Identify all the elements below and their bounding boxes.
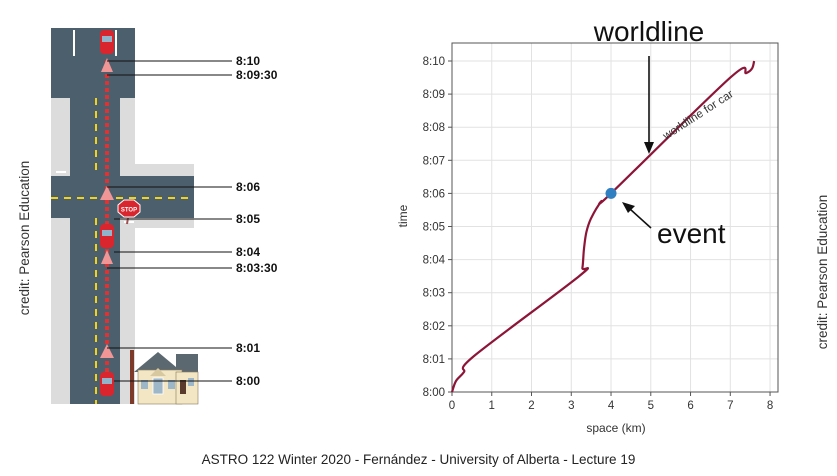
street-time-label: 8:00 (236, 374, 260, 388)
credit-left: credit: Pearson Education (17, 161, 32, 316)
worldline-curve (450, 60, 756, 393)
y-tick-label: 8:04 (423, 255, 446, 267)
x-tick-label: 7 (727, 400, 733, 412)
street-time-label: 8:06 (236, 180, 260, 194)
x-tick-label: 3 (568, 400, 574, 412)
x-tick-label: 5 (648, 400, 654, 412)
y-tick-label: 8:00 (423, 387, 445, 399)
worldline-annotation: worldline (593, 16, 705, 47)
stop-sign: STOP (117, 199, 141, 225)
road-top-right (120, 28, 135, 98)
street-time-labels: 8:108:09:30 8:06 8:05 8:04 8:03:30 8:01 8:00 (107, 54, 278, 388)
street-time-label: 8:09:30 (236, 68, 278, 82)
y-tick-label: 8:03 (423, 288, 445, 300)
event-point (605, 187, 617, 199)
x-tick-label: 6 (687, 400, 693, 412)
y-axis-title: time (396, 204, 410, 227)
y-tick-label: 8:01 (423, 354, 445, 366)
event-annotation: event (657, 218, 726, 249)
street-time-label: 8:10 (236, 54, 260, 68)
street-diagram: STOP 8:108:09:308:068:058:048:03:308:018… (51, 28, 278, 405)
x-tick-label: 8 (767, 400, 773, 412)
y-tick-label: 8:07 (423, 155, 445, 167)
x-tick-label: 1 (489, 400, 495, 412)
y-tick-label: 8:06 (423, 188, 445, 200)
street-time-label: 8:01 (236, 341, 260, 355)
arrow-icon (100, 186, 114, 200)
worldline-arrow-icon (644, 56, 654, 154)
plot-frame (451, 42, 779, 393)
x-axis-title: space (km) (586, 421, 645, 435)
house-icon (130, 350, 199, 405)
x-tick-label: 2 (528, 400, 534, 412)
car-icon-top (100, 30, 114, 54)
x-tick-label: 4 (608, 400, 615, 412)
arrow-icon (101, 250, 113, 264)
arrow-icon (100, 344, 114, 358)
street-time-label: 8:03:30 (236, 261, 278, 275)
y-tick-label: 8:05 (423, 222, 445, 234)
car-icon-stop (100, 224, 114, 248)
curve-label: worldline for car (660, 88, 736, 143)
worldline-chart: 0 1 2 3 4 5 6 7 8 8:00 8:01 8:02 8:03 8:04 8:05 8:06 8:0… (396, 42, 779, 435)
path-arrows (100, 58, 114, 358)
y-tick-label: 8:10 (423, 56, 445, 68)
credit-right: credit: Pearson Education (815, 195, 830, 350)
y-tick-label: 8:08 (423, 122, 445, 134)
event-arrow-icon (622, 202, 652, 229)
footer: ASTRO 122 Winter 2020 - Fernández - Univ… (201, 452, 636, 467)
chart-grid (451, 43, 778, 393)
y-tick-label: 8:02 (423, 321, 445, 333)
x-tick-label: 0 (449, 400, 455, 412)
y-tick-label: 8:09 (423, 89, 445, 101)
car-icon-start (100, 372, 114, 396)
road-top-left (51, 28, 70, 98)
street-time-label: 8:04 (236, 245, 260, 259)
chart-ticks: 0 1 2 3 4 5 6 7 8 8:00 8:01 8:02 8:03 8:04 8:05 8:06 8:0… (423, 56, 774, 412)
stop-sign-label: STOP (121, 208, 137, 214)
arrow-icon (101, 58, 113, 72)
street-time-label: 8:05 (236, 212, 260, 226)
